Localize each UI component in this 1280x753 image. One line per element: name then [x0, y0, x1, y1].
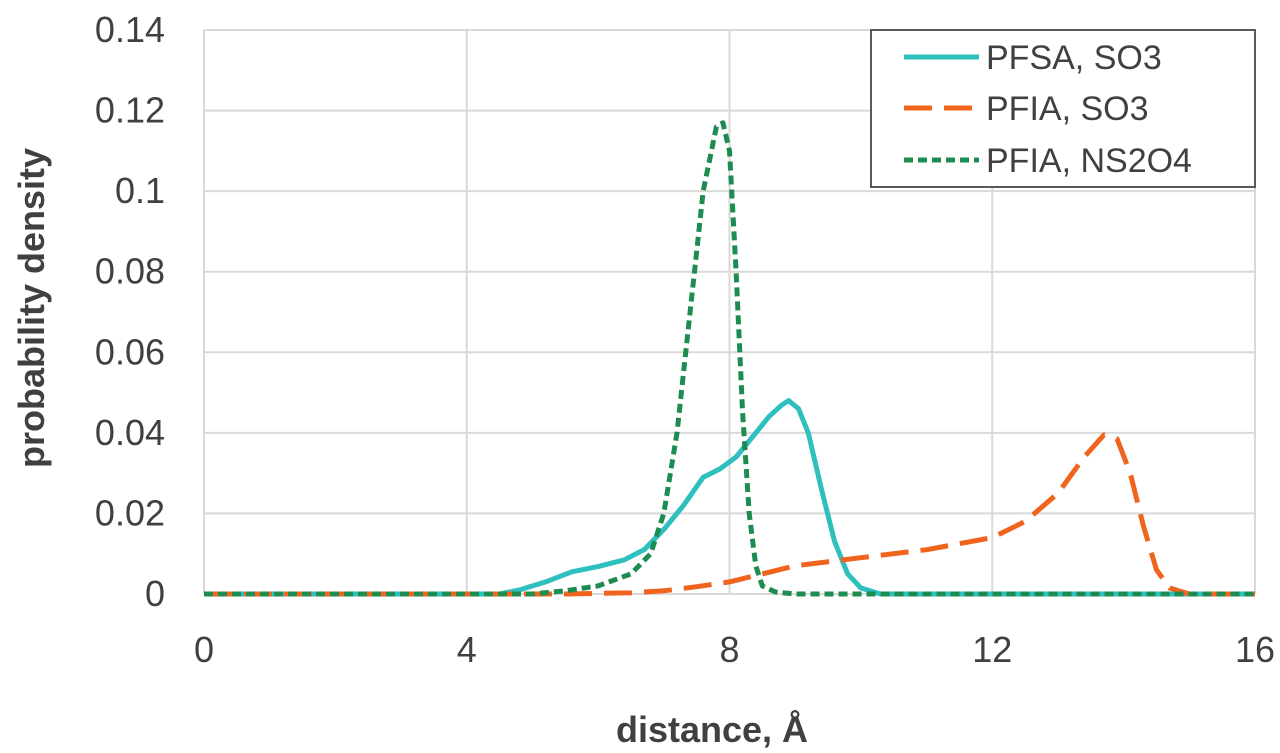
x-tick-label: 16 [1235, 629, 1275, 670]
y-tick-label: 0.14 [95, 9, 165, 50]
y-tick-label: 0.08 [95, 251, 165, 292]
y-tick-label: 0.12 [95, 90, 165, 131]
y-axis-title: probability density [11, 148, 52, 468]
x-axis-title: distance, Å [616, 709, 808, 750]
legend-label-pfia-so3: PFIA, SO3 [986, 90, 1149, 128]
tick-layer: 0 0.02 0.04 0.06 0.08 0.1 0.12 0.14 0 4 8 12 16 [95, 9, 1275, 670]
legend: PFSA, SO3 PFIA, SO3 PFIA, NS2O4 [870, 29, 1256, 188]
y-tick-label: 0.02 [95, 492, 165, 533]
legend-label-pfia-ns2o4: PFIA, NS2O4 [986, 142, 1192, 180]
series-line-pfia-so3 [204, 432, 1255, 597]
y-tick-label: 0 [145, 573, 165, 614]
x-tick-label: 4 [457, 629, 477, 670]
x-tick-label: 8 [719, 629, 739, 670]
y-tick-label: 0.04 [95, 412, 165, 453]
y-tick-label: 0.06 [95, 331, 165, 372]
legend-label-pfsa-so3: PFSA, SO3 [986, 39, 1162, 77]
x-tick-label: 0 [194, 629, 214, 670]
series-layer [204, 120, 1255, 597]
series-line-pfsa-so3 [204, 398, 1255, 597]
series-line-pfia-ns2o4 [204, 120, 1255, 597]
y-tick-label: 0.1 [115, 170, 165, 211]
x-tick-label: 12 [972, 629, 1012, 670]
